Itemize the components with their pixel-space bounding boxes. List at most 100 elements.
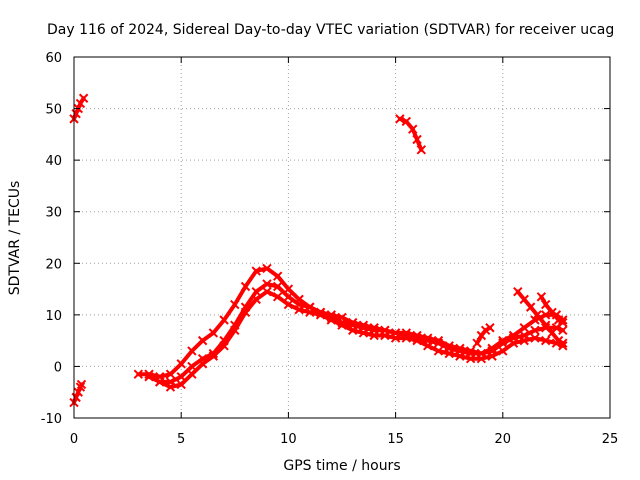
data-point <box>337 320 347 330</box>
grid-layer <box>74 57 610 418</box>
data-point <box>305 307 315 317</box>
data-point <box>412 134 422 145</box>
y-tick-label: 50 <box>45 103 62 118</box>
y-tick-label: -10 <box>41 412 62 427</box>
data-point <box>369 330 379 341</box>
data-point <box>133 369 144 379</box>
data-point <box>530 333 540 343</box>
data-point <box>155 377 165 387</box>
data-point <box>455 351 465 361</box>
y-tick-label: 10 <box>45 309 62 324</box>
data-point <box>423 341 433 351</box>
x-tick-label: 0 <box>70 432 78 447</box>
data-point <box>540 310 551 320</box>
data-point <box>71 109 81 119</box>
data-point <box>401 333 412 343</box>
data-point <box>553 315 564 325</box>
data-point <box>251 286 261 297</box>
data-point <box>272 271 283 281</box>
data-point <box>532 310 542 320</box>
data-point <box>75 98 86 109</box>
data-point <box>208 351 219 361</box>
tick-layer: 0 5 10 15 20 25 -10 0 10 20 30 40 50 60 <box>41 51 619 447</box>
data-point <box>262 286 272 297</box>
data-point <box>508 338 519 348</box>
data-point <box>476 353 487 364</box>
data-point <box>358 328 369 338</box>
data-point <box>197 335 208 346</box>
y-tick-label: 30 <box>45 206 62 221</box>
x-tick-label: 25 <box>602 432 619 447</box>
data-point <box>412 335 422 346</box>
data-point <box>230 325 240 336</box>
data-point <box>380 330 390 341</box>
data-point <box>553 335 564 346</box>
data-point <box>530 325 540 336</box>
data-point <box>251 294 261 305</box>
data-point <box>525 302 536 312</box>
data-point <box>536 292 547 302</box>
data-point <box>558 338 568 348</box>
data-point <box>416 145 427 155</box>
x-tick-label: 15 <box>387 432 404 447</box>
y-tick-label: 60 <box>45 51 62 66</box>
y-tick-label: 40 <box>45 154 62 169</box>
data-point <box>165 382 176 392</box>
data-point <box>390 333 401 343</box>
data-point <box>369 323 379 333</box>
data-point <box>472 338 482 348</box>
data-point <box>208 328 219 338</box>
data-point <box>540 299 551 310</box>
data-point <box>498 338 508 348</box>
data-point <box>487 351 497 361</box>
data-point <box>408 124 418 134</box>
data-point <box>519 335 529 346</box>
data-point <box>358 320 369 330</box>
data-point <box>176 359 186 369</box>
y-tick-label: 20 <box>45 257 62 272</box>
data-point <box>444 348 454 359</box>
x-axis-label: GPS time / hours <box>283 458 400 474</box>
data-point <box>71 392 81 403</box>
data-point <box>513 286 523 297</box>
data-point <box>348 325 358 336</box>
data-point <box>547 328 557 338</box>
data-point <box>187 346 197 356</box>
data-point <box>519 323 529 333</box>
data-point <box>240 307 251 317</box>
data-point <box>433 338 444 348</box>
data-point <box>75 382 86 392</box>
data-point <box>251 266 261 276</box>
data-point <box>144 372 154 382</box>
data-point <box>337 312 347 323</box>
data-point <box>315 310 326 320</box>
data-point <box>176 379 186 390</box>
data-point <box>283 292 294 302</box>
data-point <box>294 304 304 315</box>
data-point <box>558 317 568 328</box>
data-point <box>165 369 176 379</box>
data-point <box>219 315 229 325</box>
data-point <box>262 279 272 289</box>
plot-frame <box>73 56 611 419</box>
series-layer <box>69 93 568 408</box>
data-point <box>498 346 508 356</box>
data-point <box>547 307 557 317</box>
data-point <box>272 292 283 302</box>
data-point <box>187 369 197 379</box>
data-point <box>197 359 208 369</box>
data-point <box>519 294 529 305</box>
data-point <box>283 299 294 310</box>
series-main-2 <box>147 281 565 384</box>
x-tick-label: 10 <box>280 432 297 447</box>
y-axis-label: SDTVAR / TECUs <box>7 181 23 296</box>
data-point <box>78 93 89 103</box>
data-point <box>348 317 358 328</box>
chart-title: Day 116 of 2024, Sidereal Day-to-day VTE… <box>47 22 614 38</box>
data-point <box>262 263 272 274</box>
data-point <box>540 320 551 330</box>
data-point <box>395 114 405 124</box>
data-point <box>558 325 568 336</box>
data-point <box>219 341 229 351</box>
